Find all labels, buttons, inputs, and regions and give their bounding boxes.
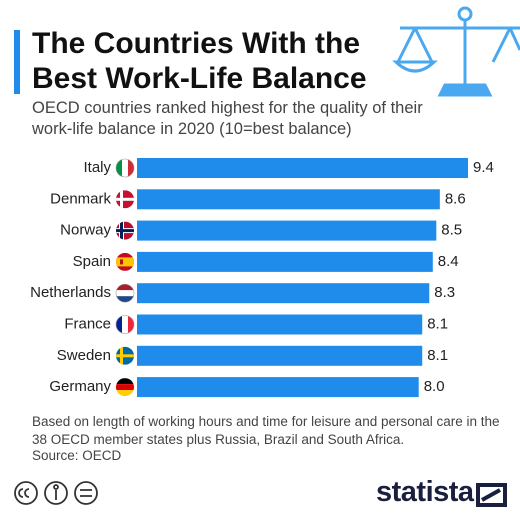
license-icons bbox=[14, 481, 98, 505]
footnote: Based on length of working hours and tim… bbox=[32, 414, 500, 447]
value-label: 8.6 bbox=[445, 190, 466, 207]
flags bbox=[115, 158, 135, 397]
bar bbox=[137, 158, 468, 178]
brand-mark bbox=[476, 483, 507, 507]
value-label: 8.5 bbox=[441, 222, 462, 239]
value-label: 8.1 bbox=[427, 347, 448, 364]
bar bbox=[137, 283, 430, 304]
brand-logo: statista bbox=[376, 476, 474, 508]
value-label: 8.3 bbox=[434, 284, 455, 301]
category-label: Norway bbox=[60, 222, 111, 239]
bar bbox=[137, 220, 437, 241]
bar bbox=[137, 251, 433, 272]
value-label: 8.1 bbox=[427, 315, 448, 332]
value-label: 8.4 bbox=[438, 253, 459, 270]
chart-title: The Countries With the Best Work-Life Ba… bbox=[32, 27, 367, 95]
category-label: Denmark bbox=[50, 190, 111, 207]
chart-subtitle: OECD countries ranked highest for the qu… bbox=[32, 99, 423, 138]
bar bbox=[137, 314, 423, 335]
source: Source: OECD bbox=[32, 448, 122, 463]
accent-bar bbox=[14, 30, 20, 94]
category-label: France bbox=[64, 315, 111, 332]
scale-icon bbox=[392, 6, 520, 97]
category-label: Sweden bbox=[57, 347, 111, 364]
category-label: Germany bbox=[49, 378, 111, 395]
category-label: Spain bbox=[73, 253, 111, 270]
bar bbox=[137, 345, 423, 366]
value-label: 8.0 bbox=[424, 378, 445, 395]
value-label: 9.4 bbox=[473, 159, 494, 176]
bar bbox=[137, 377, 419, 398]
category-label: Italy bbox=[83, 159, 111, 176]
category-label: Netherlands bbox=[30, 284, 111, 301]
bar bbox=[137, 189, 440, 210]
